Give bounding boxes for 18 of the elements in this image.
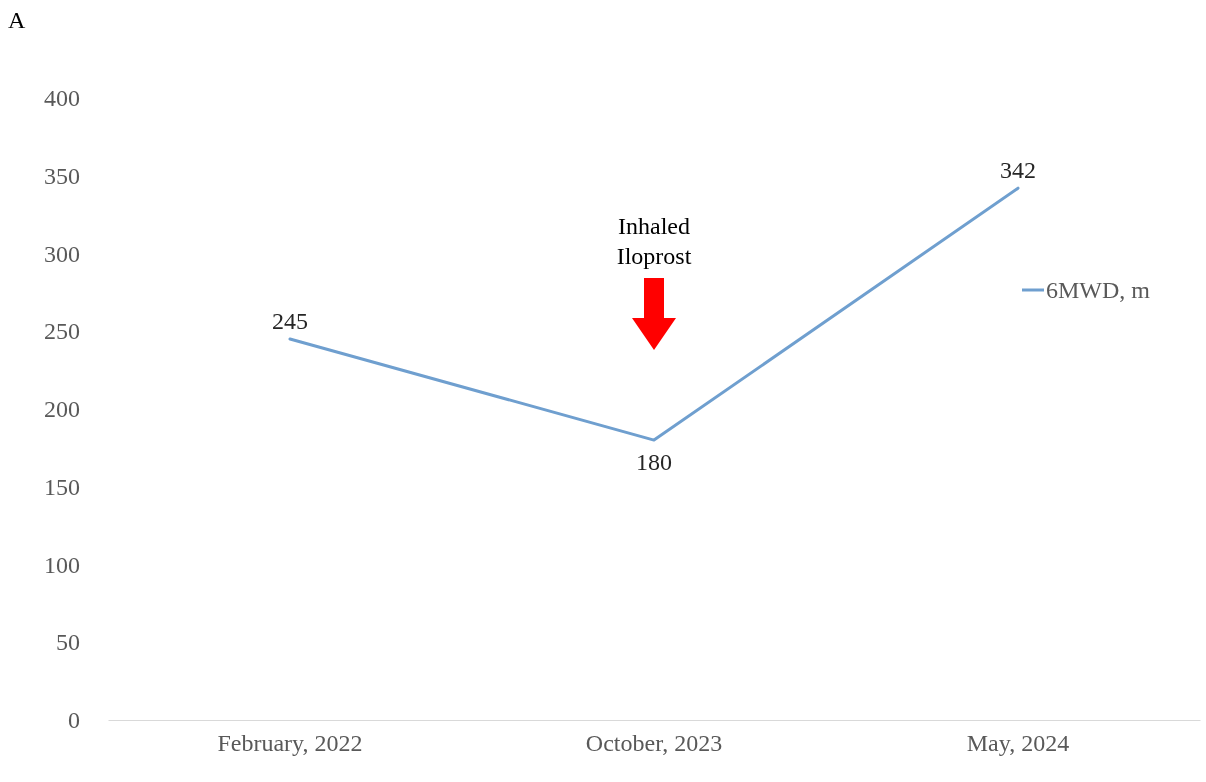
y-tick-label: 200	[44, 396, 80, 423]
x-tick-label: February, 2022	[217, 730, 363, 757]
y-tick-label: 300	[44, 240, 80, 267]
data-label: 180	[636, 449, 672, 476]
data-label: 342	[1000, 157, 1036, 184]
chart-title: A	[8, 7, 26, 33]
y-tick-label: 350	[44, 162, 80, 189]
y-tick-label: 250	[44, 318, 80, 345]
x-tick-label: May, 2024	[966, 730, 1070, 757]
y-tick-label: 100	[44, 551, 80, 578]
y-tick-label: 150	[44, 473, 80, 500]
x-tick-label: October, 2023	[585, 730, 723, 757]
annotation: Inhaled Iloprost	[616, 213, 692, 269]
data-label: 245	[272, 308, 308, 335]
y-tick-label: 400	[44, 85, 80, 112]
legend-label: 6MWD, m	[1046, 277, 1151, 303]
y-tick-label: 0	[68, 707, 80, 734]
y-tick-label: 50	[56, 629, 80, 656]
